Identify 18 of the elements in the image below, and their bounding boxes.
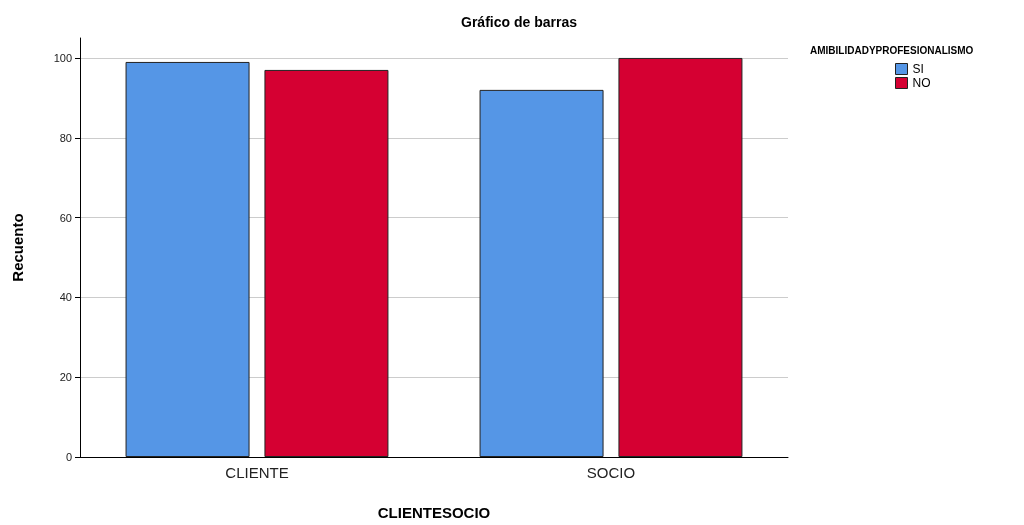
- x-tick-label: CLIENTE: [225, 464, 289, 481]
- x-axis-title: CLIENTESOCIO: [377, 504, 491, 521]
- legend-title: AMIBILIDADYPROFESIONALISMO: [810, 44, 974, 56]
- y-tick-label: 0: [65, 451, 72, 463]
- y-tick-label: 80: [59, 131, 72, 144]
- y-tick-label: 100: [53, 51, 72, 64]
- x-tick-label: SOCIO: [586, 464, 636, 481]
- bar: [618, 57, 743, 457]
- y-tick-label: 20: [59, 371, 72, 384]
- y-tick-label: 40: [59, 291, 72, 304]
- bar: [125, 61, 250, 457]
- chart-title: Gráfico de barras: [461, 14, 578, 30]
- y-tick-label: 60: [59, 211, 72, 224]
- legend-label: NO: [912, 76, 931, 90]
- legend-label: SI: [912, 62, 924, 76]
- bar: [264, 69, 389, 457]
- bar: [479, 89, 604, 457]
- y-axis-title: Recuento: [9, 213, 26, 282]
